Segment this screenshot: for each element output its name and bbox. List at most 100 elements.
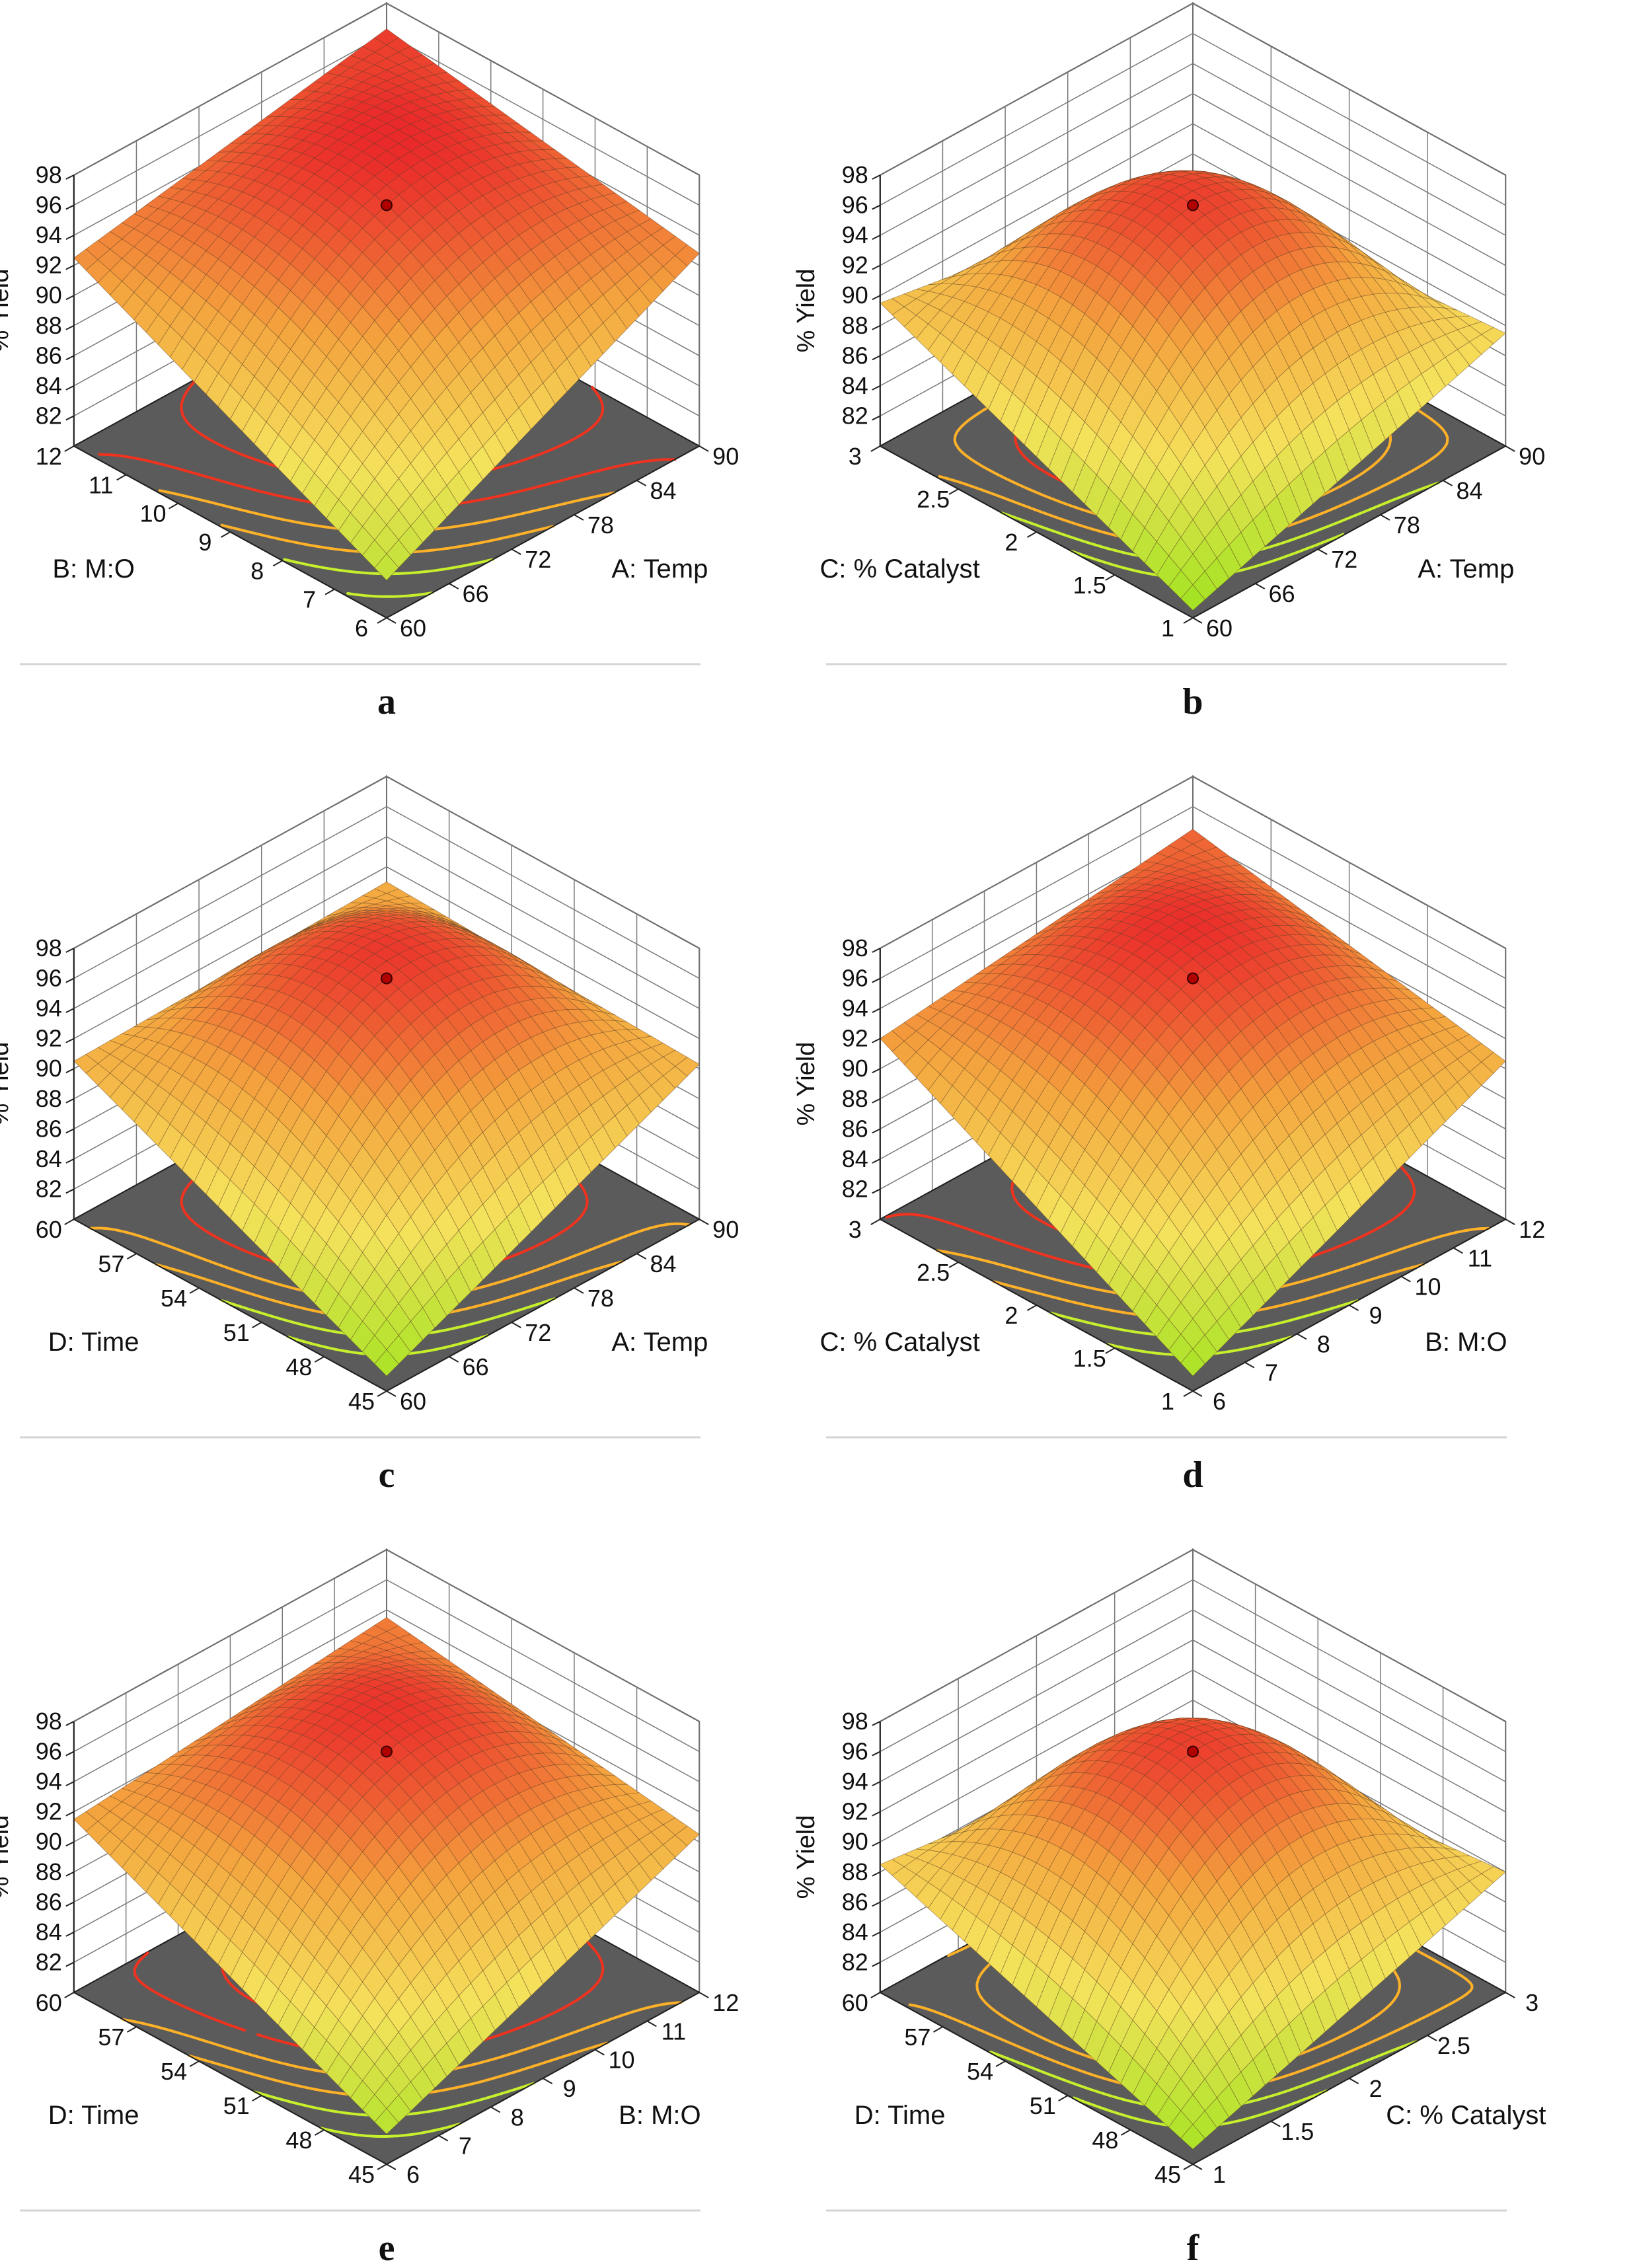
z-tick (65, 415, 75, 421)
x-tick-label: 10 (1414, 1273, 1441, 1301)
y-tick (126, 2026, 137, 2033)
z-tick (872, 1158, 881, 1164)
z-axis-label: % Yield (0, 269, 14, 353)
z-tick-label: 92 (36, 1025, 62, 1052)
y-tick (377, 1390, 387, 1397)
x-tick (1443, 480, 1453, 486)
z-tick (872, 1841, 881, 1847)
x-tick-label: 72 (525, 546, 551, 573)
z-tick-label: 88 (36, 1085, 62, 1112)
z-tick-label: 98 (36, 161, 62, 188)
x-tick-label: 11 (662, 2018, 686, 2045)
z-tick (872, 1901, 881, 1907)
z-tick-label: 96 (36, 192, 62, 219)
z-tick-label: 84 (36, 372, 62, 399)
contour-86 (283, 558, 494, 576)
response-surface (880, 170, 1506, 611)
y-tick (932, 2026, 943, 2033)
surface-cell (374, 2108, 399, 2135)
y-tick (1026, 1304, 1037, 1311)
z-tick (65, 355, 75, 361)
x-tick-label: 84 (650, 477, 677, 504)
y-tick (64, 1992, 75, 1998)
x-tick-label: 8 (1317, 1330, 1330, 1357)
x-tick-label: 60 (400, 615, 426, 642)
z-tick-label: 90 (842, 1055, 868, 1082)
z-tick (872, 1811, 881, 1817)
x-tick-label: 78 (588, 1285, 614, 1312)
panel-label-f: f (1187, 2228, 1200, 2268)
x-tick-label: 7 (459, 2133, 472, 2160)
y-tick-label: 2 (1005, 1302, 1018, 1329)
x-tick (1505, 1992, 1515, 1998)
x-tick-label: 90 (712, 1216, 739, 1243)
z-axis-label: % Yield (0, 1042, 14, 1126)
x-axis-label: A: Temp (611, 1328, 708, 1357)
x-tick (449, 583, 459, 589)
y-tick-label: 48 (285, 1353, 312, 1380)
y-tick (870, 1992, 881, 1998)
z-tick (65, 1931, 75, 1937)
z-tick-label: 90 (36, 1828, 62, 1855)
y-axis-line (880, 1992, 1194, 2165)
x-axis-label: B: M:O (1425, 1328, 1507, 1357)
y-tick-label: 1 (1161, 1388, 1174, 1415)
y-tick-label: 45 (1155, 2161, 1181, 2188)
y-tick (870, 1219, 881, 1225)
z-tick-label: 86 (36, 342, 62, 369)
y-tick (1183, 2164, 1194, 2170)
x-tick (1192, 2164, 1203, 2170)
x-tick-label: 72 (525, 1319, 551, 1346)
x-tick (386, 2164, 397, 2170)
x-tick-label: 1 (1213, 2161, 1226, 2188)
z-tick-label: 88 (36, 1858, 62, 1885)
z-tick (65, 235, 75, 241)
design-center-point (381, 972, 393, 985)
z-tick-label: 98 (842, 1708, 868, 1735)
y-tick (272, 560, 283, 567)
x-tick-label: 66 (463, 1353, 489, 1380)
z-tick-label: 90 (36, 1055, 62, 1082)
panel-f: 1 1.5 2 2.5 3 C: % Catalyst 45 48 51 54 57 60 D: Tim… (792, 1548, 1546, 2268)
z-tick (872, 1128, 881, 1134)
x-tick (1380, 514, 1390, 521)
z-tick-label: 94 (842, 1768, 868, 1795)
x-axis-line (1192, 445, 1506, 619)
x-tick (1349, 2078, 1359, 2084)
z-tick (872, 948, 881, 953)
y-tick (1183, 617, 1194, 624)
x-tick (1400, 1275, 1411, 1283)
y-axis-label: B: M:O (52, 554, 134, 584)
z-tick (872, 1931, 881, 1937)
x-tick-label: 3 (1525, 1989, 1538, 2016)
z-tick (872, 415, 881, 421)
z-tick (65, 385, 75, 391)
z-tick (872, 1871, 881, 1877)
z-tick (65, 1008, 75, 1014)
y-tick-label: 60 (36, 1216, 62, 1243)
z-tick-label: 96 (842, 965, 868, 992)
y-tick-label: 3 (849, 1216, 862, 1243)
y-tick (870, 445, 881, 452)
x-tick (1192, 1390, 1203, 1397)
z-tick-label: 88 (36, 312, 62, 339)
z-tick-label: 98 (36, 934, 62, 962)
x-tick (386, 617, 397, 624)
x-axis-label: A: Temp (611, 554, 708, 584)
y-axis-line (880, 1219, 1194, 1392)
axes: 60 66 72 78 84 90 A: Temp 45 48 51 54 57 60 D: Time 82… (0, 934, 739, 1415)
x-tick (594, 2049, 605, 2056)
y-tick-label: 1.5 (1073, 1345, 1106, 1372)
z-tick-label: 92 (36, 252, 62, 279)
response-surface (73, 881, 700, 1377)
z-tick (872, 264, 881, 270)
x-tick (636, 1253, 647, 1260)
y-tick-label: 1.5 (1073, 572, 1106, 599)
contour-84 (319, 2122, 462, 2138)
y-tick-label: 45 (348, 1388, 375, 1415)
y-tick-label: 7 (303, 586, 316, 613)
x-tick (1317, 548, 1328, 555)
panel-label-b: b (1182, 681, 1203, 722)
